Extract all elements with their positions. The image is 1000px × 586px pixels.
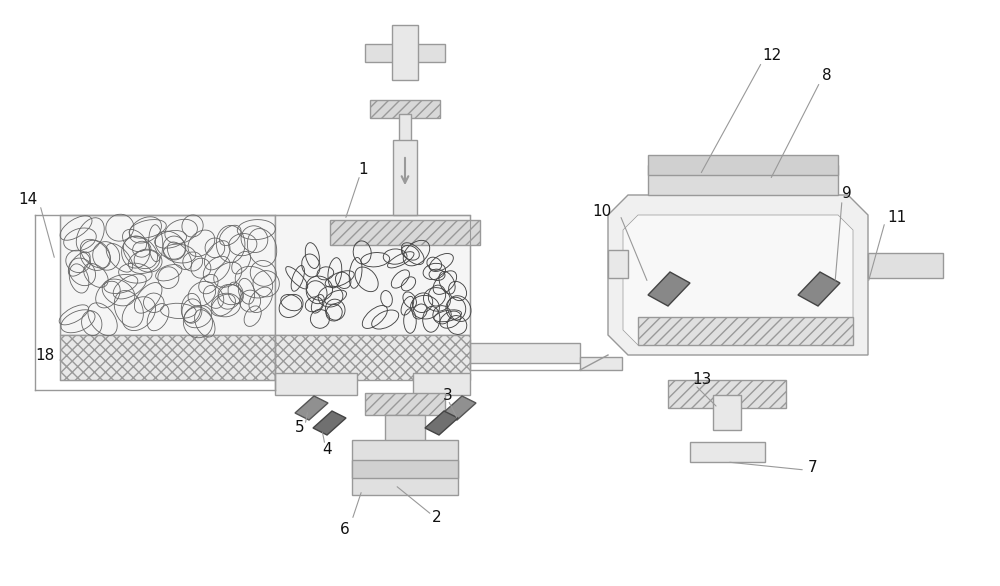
Bar [648, 165, 838, 195]
Text: 4: 4 [322, 442, 332, 458]
Text: 8: 8 [822, 69, 832, 83]
Bar [275, 215, 470, 335]
Bar [868, 253, 943, 278]
Bar [365, 44, 445, 62]
Bar [608, 250, 628, 278]
Bar [385, 415, 425, 450]
Bar [60, 215, 275, 335]
Polygon shape [425, 411, 458, 435]
Bar [60, 335, 275, 380]
Text: 13: 13 [692, 373, 711, 387]
Bar [668, 380, 786, 408]
Bar [330, 220, 480, 245]
Bar [690, 442, 765, 462]
Text: 3: 3 [443, 387, 453, 403]
Bar [275, 373, 357, 395]
Text: 11: 11 [887, 210, 906, 226]
Polygon shape [313, 411, 346, 435]
Text: 14: 14 [18, 192, 37, 207]
Bar [399, 114, 411, 142]
Text: 10: 10 [592, 205, 611, 220]
Polygon shape [443, 396, 476, 420]
Polygon shape [648, 272, 690, 306]
Bar [648, 155, 838, 175]
Polygon shape [608, 195, 868, 355]
Bar [470, 343, 580, 363]
Text: 1: 1 [358, 162, 368, 178]
Bar [275, 335, 470, 380]
Text: 6: 6 [340, 523, 350, 537]
Bar [393, 140, 417, 215]
Bar [370, 100, 440, 118]
Bar [638, 317, 853, 345]
Bar [413, 373, 470, 395]
Polygon shape [623, 215, 853, 345]
Text: 12: 12 [762, 47, 781, 63]
Text: 18: 18 [35, 347, 54, 363]
Bar [352, 460, 458, 478]
Bar [713, 395, 741, 430]
Text: 9: 9 [842, 186, 852, 200]
Polygon shape [798, 272, 840, 306]
Text: 7: 7 [808, 461, 818, 475]
Polygon shape [295, 396, 328, 420]
Bar [580, 357, 622, 370]
Text: 5: 5 [295, 421, 305, 435]
Bar [365, 393, 445, 415]
Text: 2: 2 [432, 510, 442, 526]
Bar [392, 25, 418, 80]
Bar [352, 440, 458, 495]
